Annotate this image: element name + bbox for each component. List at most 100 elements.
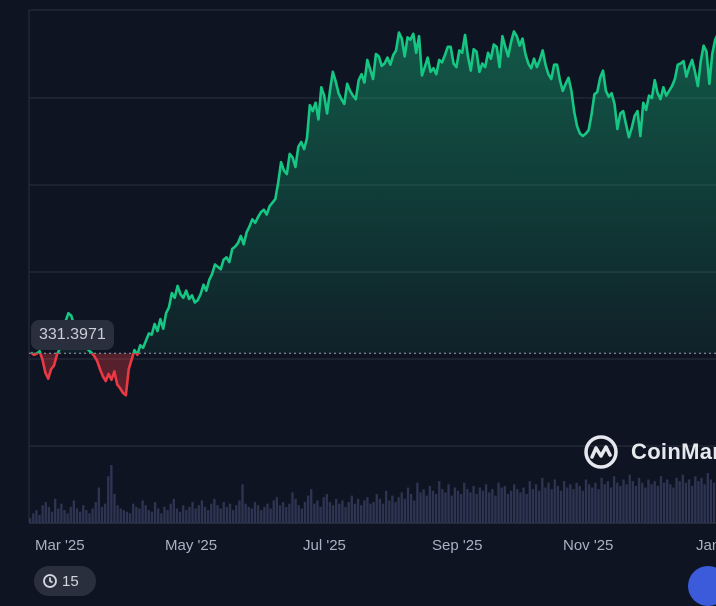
volume-bar	[206, 510, 210, 523]
volume-bar	[656, 485, 659, 523]
volume-bar	[125, 511, 129, 523]
volume-bar	[709, 479, 713, 523]
volume-bar	[300, 508, 303, 523]
volume-bar	[650, 484, 653, 523]
volume-bar	[225, 506, 229, 523]
volume-bar	[612, 476, 616, 523]
volume-bar	[575, 482, 578, 523]
volume-bar	[553, 479, 556, 523]
volume-bar	[609, 487, 613, 523]
x-tick-label: May '25	[165, 537, 218, 554]
volume-bar	[178, 511, 182, 523]
volume-bar	[472, 485, 475, 523]
volume-bar	[488, 492, 491, 523]
volume-bar	[366, 497, 369, 523]
x-tick-label: Mar '25	[35, 537, 85, 554]
volume-bar	[122, 510, 126, 523]
volume-bar	[597, 489, 600, 523]
volume-bar	[459, 494, 463, 523]
volume-bar	[356, 498, 360, 523]
volume-bar	[88, 513, 91, 523]
volume-bar	[666, 479, 669, 523]
floating-action-button[interactable]	[688, 566, 716, 606]
volume-bar	[235, 505, 238, 523]
volume-bar	[272, 500, 275, 523]
volume-bar	[681, 474, 684, 523]
volume-bar	[500, 487, 503, 523]
volume-bar	[381, 503, 385, 523]
volume-bar	[203, 506, 207, 523]
volume-bar	[416, 482, 419, 523]
volume-bar	[425, 495, 428, 523]
volume-bar	[72, 500, 76, 523]
volume-bar	[66, 513, 69, 523]
volume-bar	[50, 511, 54, 523]
volume-bar	[157, 508, 160, 523]
volume-bar	[625, 484, 628, 523]
volume-bar	[706, 473, 709, 523]
volume-bar	[594, 482, 597, 523]
volume-bar	[172, 498, 175, 523]
volume-bar	[619, 485, 622, 523]
volume-bar	[210, 503, 213, 523]
clock-history-icon	[43, 574, 57, 588]
volume-bar	[525, 494, 528, 523]
volume-bar	[562, 481, 566, 523]
volume-bar	[107, 476, 110, 523]
baseline-price-label: 331.3971	[31, 320, 114, 350]
volume-bar	[135, 506, 138, 523]
volume-bar	[491, 489, 494, 523]
volume-bar	[188, 506, 191, 523]
volume-bar	[266, 503, 269, 523]
volume-bar	[403, 498, 407, 523]
area-above-baseline	[31, 31, 716, 354]
volume-bar	[150, 511, 154, 523]
volume-bar	[347, 502, 350, 523]
volume-bar	[219, 508, 222, 523]
volume-bar	[197, 505, 200, 523]
volume-bar	[672, 487, 675, 523]
volume-bar	[216, 505, 219, 523]
volume-bar	[41, 505, 44, 523]
volume-bar	[182, 505, 185, 523]
volume-bar	[581, 490, 585, 523]
volume-bar	[310, 489, 313, 523]
volume-bar	[194, 508, 197, 523]
volume-bar	[163, 506, 166, 523]
time-range-badge[interactable]: 15	[34, 566, 96, 596]
volume-bar	[60, 503, 63, 523]
volume-bar	[353, 503, 357, 523]
volume-bar	[278, 505, 282, 523]
volume-bar	[119, 508, 122, 523]
volume-bar	[569, 484, 572, 523]
volume-bars	[29, 465, 716, 523]
volume-bar	[228, 503, 232, 523]
volume-bar	[566, 487, 569, 523]
volume-bar	[160, 513, 163, 523]
volume-bar	[82, 505, 85, 523]
x-tick-label: Jul '25	[303, 537, 346, 554]
volume-bar	[319, 506, 322, 523]
volume-bar	[213, 498, 216, 523]
volume-bar	[153, 502, 157, 523]
volume-bar	[622, 479, 625, 523]
volume-bar	[513, 484, 516, 523]
volume-bar	[397, 497, 400, 523]
volume-bar	[603, 484, 606, 523]
volume-bar	[175, 508, 179, 523]
volume-bar	[481, 490, 485, 523]
volume-bar	[360, 505, 363, 523]
volume-bar	[606, 481, 610, 523]
x-tick-label: Nov '25	[563, 537, 614, 554]
volume-bar	[406, 487, 410, 523]
volume-bar	[191, 502, 194, 523]
volume-bar	[662, 482, 666, 523]
volume-bar	[547, 482, 550, 523]
volume-bar	[438, 481, 441, 523]
volume-bar	[238, 500, 241, 523]
volume-bar	[653, 481, 656, 523]
volume-bar	[269, 508, 272, 523]
volume-bar	[687, 479, 691, 523]
volume-bar	[260, 510, 263, 523]
volume-bar	[463, 482, 466, 523]
